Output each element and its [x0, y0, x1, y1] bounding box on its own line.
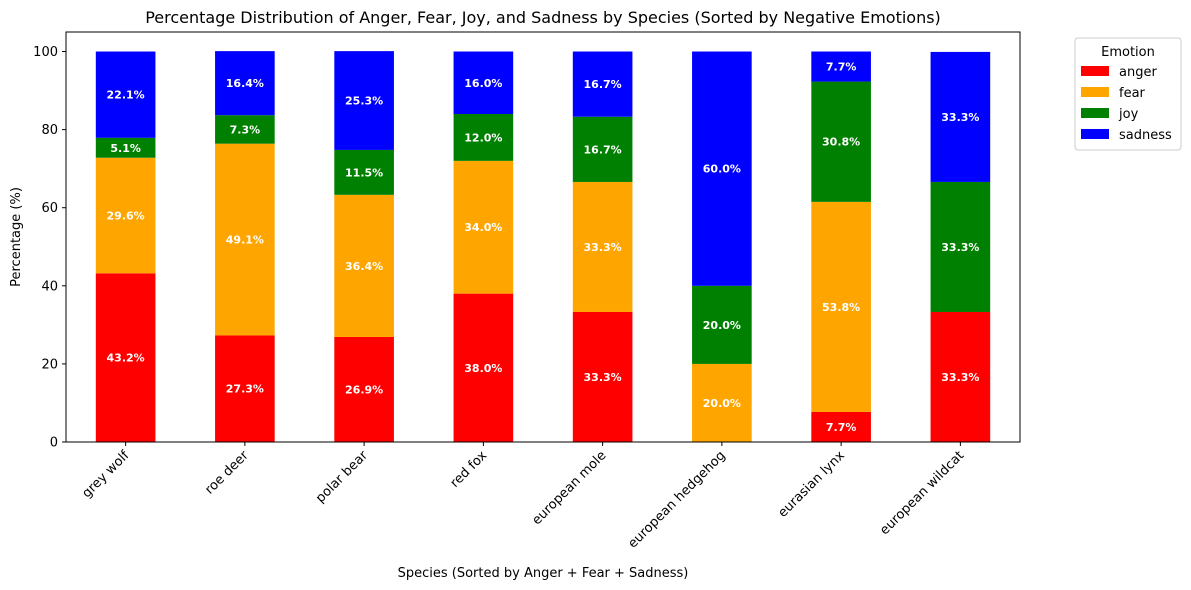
- legend-title: Emotion: [1101, 45, 1155, 60]
- bar-segment-fear: [95, 157, 156, 274]
- data-label: 5.1%: [110, 142, 141, 155]
- bar-segment-fear: [572, 181, 633, 312]
- legend-swatch-joy: [1081, 108, 1109, 118]
- data-label: 33.3%: [941, 111, 979, 124]
- x-axis-label: Species (Sorted by Anger + Fear + Sadnes…: [398, 566, 689, 581]
- bar-segment-anger: [572, 311, 633, 442]
- y-tick-label: 0: [50, 436, 58, 451]
- y-tick-label: 60: [41, 201, 58, 216]
- data-label: 12.0%: [464, 131, 502, 144]
- data-label: 20.0%: [703, 319, 741, 332]
- bar-segment-joy: [215, 115, 275, 144]
- data-label: 33.3%: [584, 241, 622, 254]
- plot-area: 43.2% 29.6% 5.1% 22.1% 27.3% 49.1% 7.3% 16.4% 26…: [33, 31, 1021, 551]
- data-label: 16.4%: [226, 77, 264, 90]
- data-label: 38.0%: [464, 362, 502, 375]
- y-axis-label: Percentage (%): [9, 187, 24, 287]
- bar-segment-anger: [215, 335, 275, 442]
- data-label: 60.0%: [703, 163, 741, 176]
- y-tick-label: 80: [41, 123, 58, 138]
- data-label: 22.1%: [107, 89, 145, 102]
- data-label: 16.7%: [584, 78, 622, 91]
- data-label: 7.3%: [230, 123, 261, 136]
- data-label: 29.6%: [107, 210, 145, 223]
- data-label: 36.4%: [345, 260, 383, 273]
- data-label: 33.3%: [584, 371, 622, 384]
- y-tick-label: 100: [33, 45, 58, 60]
- legend-entry-sadness: sadness: [1119, 128, 1172, 143]
- data-label: 33.3%: [941, 241, 979, 254]
- data-label: 43.2%: [107, 352, 145, 365]
- data-label: 7.7%: [826, 421, 857, 434]
- y-tick-label: 40: [41, 279, 58, 294]
- bar-segment-joy: [692, 285, 752, 364]
- data-label: 33.3%: [941, 371, 979, 384]
- legend-swatch-anger: [1081, 66, 1109, 76]
- x-tick-label: european mole: [529, 448, 609, 528]
- bar-segment-sadness: [930, 51, 991, 182]
- bar-segment-sadness: [811, 51, 871, 82]
- bar-segment-anger: [930, 311, 991, 442]
- data-label: 16.7%: [584, 143, 622, 156]
- y-tick-label: 20: [41, 357, 58, 372]
- bar-segment-joy: [453, 114, 514, 161]
- bar-segment-fear: [453, 160, 514, 294]
- x-tick-label: european wildcat: [877, 448, 967, 538]
- bar-segment-anger: [453, 293, 514, 442]
- data-label: 16.0%: [464, 77, 502, 90]
- bar-segment-anger: [95, 273, 156, 442]
- bar-segment-sadness: [95, 51, 156, 138]
- bar-segment-fear: [811, 201, 871, 412]
- data-label: 26.9%: [345, 383, 383, 396]
- chart-title: Percentage Distribution of Anger, Fear, …: [145, 8, 941, 27]
- legend: Emotion anger fear joy sadness: [1074, 37, 1182, 151]
- bar-segment-sadness: [692, 51, 752, 286]
- data-label: 34.0%: [464, 221, 502, 234]
- bar-segment-sadness: [334, 51, 394, 150]
- legend-swatch-fear: [1081, 87, 1109, 97]
- data-label: 20.0%: [703, 397, 741, 410]
- bar-segment-fear: [215, 143, 275, 336]
- x-tick-label: european hedgehog: [625, 448, 728, 551]
- legend-entry-fear: fear: [1119, 86, 1146, 101]
- legend-entry-anger: anger: [1119, 65, 1157, 80]
- bar-segment-joy: [811, 81, 871, 202]
- axes-frame: [65, 31, 1021, 443]
- bar-segment-fear: [334, 194, 394, 337]
- bar-segment-anger: [334, 336, 394, 442]
- legend-entry-joy: joy: [1118, 107, 1139, 122]
- data-label: 53.8%: [822, 301, 860, 314]
- bar-segment-fear: [692, 363, 752, 442]
- bar-segment-joy: [95, 137, 156, 158]
- data-label: 11.5%: [345, 166, 383, 179]
- x-tick-label: red fox: [448, 448, 491, 491]
- data-label: 7.7%: [826, 61, 857, 74]
- bar-segment-joy: [334, 149, 394, 195]
- bar-segment-anger: [811, 411, 871, 442]
- x-tick-label: grey wolf: [79, 448, 132, 501]
- x-tick-label: eurasian lynx: [775, 448, 848, 521]
- data-label: 27.3%: [226, 383, 264, 396]
- bar-segment-sadness: [453, 51, 514, 114]
- x-tick-label: polar bear: [313, 448, 371, 506]
- x-tick-label: roe deer: [202, 448, 252, 498]
- bar-segment-joy: [930, 181, 991, 312]
- bar-segment-sadness: [572, 51, 633, 117]
- data-label: 49.1%: [226, 234, 264, 247]
- bar-segment-joy: [572, 116, 633, 182]
- data-label: 25.3%: [345, 95, 383, 108]
- bar-segment-sadness: [215, 51, 275, 116]
- legend-swatch-sadness: [1081, 129, 1109, 139]
- data-label: 30.8%: [822, 136, 860, 149]
